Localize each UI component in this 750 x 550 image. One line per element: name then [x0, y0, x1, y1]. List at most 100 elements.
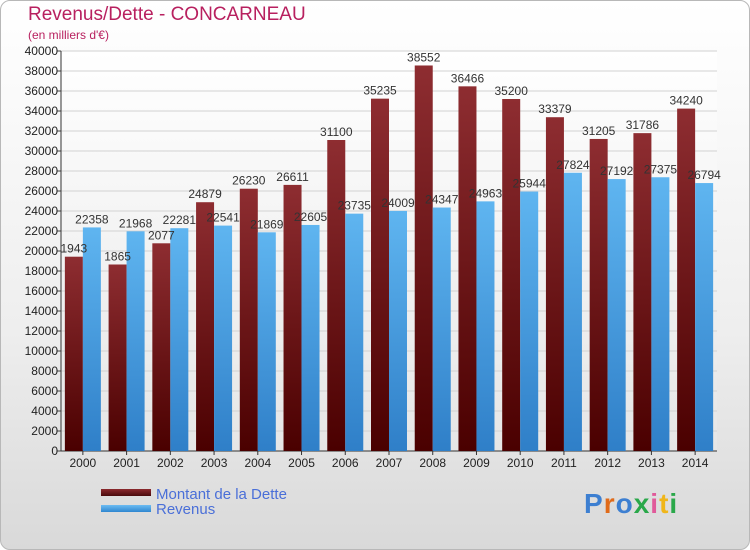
data-label-revenue: 24963	[469, 186, 503, 200]
data-label-revenue: 22358	[75, 212, 109, 226]
logo-letter: P	[584, 488, 604, 519]
y-tick-label: 38000	[25, 64, 59, 78]
x-tick-label: 2014	[682, 456, 709, 470]
y-tick-label: 30000	[25, 144, 59, 158]
bar-debt	[327, 140, 346, 451]
bar-revenue	[82, 227, 101, 451]
data-label-debt: 33379	[538, 102, 572, 116]
y-tick-label: 18000	[25, 264, 59, 278]
y-tick-label: 24000	[25, 204, 59, 218]
y-tick-label: 16000	[25, 284, 59, 298]
data-label-revenue: 24347	[425, 193, 459, 207]
y-tick-label: 12000	[25, 324, 59, 338]
data-label-revenue: 24009	[381, 196, 415, 210]
data-label-debt: 26611	[276, 170, 309, 184]
y-tick-label: 28000	[25, 164, 59, 178]
x-tick-label: 2005	[288, 456, 315, 470]
data-label-debt: 1865	[104, 250, 131, 264]
x-tick-label: 2003	[201, 456, 228, 470]
data-label-debt: 35200	[495, 84, 529, 98]
bar-revenue	[695, 183, 714, 451]
y-tick-label: 34000	[25, 104, 59, 118]
bar-debt	[633, 133, 652, 451]
bar-revenue	[126, 231, 145, 451]
logo-letter: r	[603, 488, 616, 519]
y-tick-label: 0	[51, 444, 58, 458]
legend-swatch-revenue	[101, 505, 151, 512]
data-label-revenue: 27192	[600, 164, 634, 178]
x-tick-label: 2012	[594, 456, 621, 470]
data-label-revenue: 27375	[644, 162, 678, 176]
data-label-debt: 2077	[148, 228, 175, 242]
bar-revenue	[301, 224, 320, 451]
y-tick-label: 2000	[31, 424, 58, 438]
bar-debt	[502, 99, 521, 451]
data-label-debt: 34240	[669, 94, 703, 108]
bar-revenue	[257, 232, 276, 451]
bar-debt	[414, 65, 433, 451]
data-label-revenue: 27824	[556, 158, 590, 172]
data-label-revenue: 21869	[250, 217, 284, 231]
logo-letter: i	[669, 488, 679, 519]
bar-revenue	[651, 177, 670, 451]
data-label-debt: 26230	[232, 174, 266, 188]
bar-revenue	[214, 225, 233, 451]
bar-revenue	[476, 201, 495, 451]
bar-debt	[677, 108, 696, 451]
bar-debt	[239, 188, 258, 451]
logo-letter: o	[615, 488, 634, 519]
chart-title: Revenus/Dette - CONCARNEAU	[28, 4, 306, 25]
bar-revenue	[563, 172, 582, 451]
bar-debt	[458, 86, 477, 451]
data-label-debt: 31100	[320, 125, 353, 139]
y-tick-label: 8000	[31, 364, 58, 378]
bar-debt	[371, 98, 389, 452]
data-label-revenue: 22281	[163, 213, 197, 227]
bar-debt	[589, 138, 608, 451]
x-tick-label: 2008	[419, 456, 446, 470]
bar-debt	[545, 117, 564, 452]
x-tick-label: 2001	[113, 456, 140, 470]
x-tick-label: 2007	[376, 456, 403, 470]
legend-swatch-debt	[101, 489, 151, 496]
data-label-revenue: 21968	[119, 216, 153, 230]
bar-debt	[283, 184, 302, 451]
y-tick-label: 20000	[25, 244, 59, 258]
bar-revenue	[170, 228, 189, 451]
y-tick-label: 6000	[31, 384, 58, 398]
y-tick-label: 26000	[25, 184, 59, 198]
logo-letter: i	[650, 488, 660, 519]
legend-label-debt: Montant de la Dette	[156, 486, 287, 503]
logo-letter: t	[659, 488, 670, 519]
bar-revenue	[607, 179, 626, 451]
legend-label-revenue: Revenus	[156, 501, 216, 518]
data-label-debt: 24879	[188, 187, 222, 201]
y-tick-label: 4000	[31, 404, 58, 418]
bar-revenue	[432, 207, 451, 451]
bar-debt	[64, 256, 83, 451]
bar-revenue	[520, 191, 539, 451]
y-tick-label: 40000	[25, 44, 59, 58]
bar-revenue	[389, 210, 407, 451]
y-tick-label: 22000	[25, 224, 59, 238]
logo-letter: x	[633, 488, 651, 519]
data-label-debt: 31205	[582, 124, 616, 138]
data-label-debt: 36466	[451, 71, 485, 85]
x-tick-label: 2010	[507, 456, 534, 470]
data-label-debt: 1943	[61, 242, 88, 256]
x-tick-label: 2004	[244, 456, 271, 470]
data-label-debt: 35235	[363, 84, 397, 98]
bar-debt	[196, 202, 215, 451]
y-tick-label: 10000	[25, 344, 59, 358]
data-label-debt: 31786	[626, 118, 660, 132]
y-tick-label: 32000	[25, 124, 59, 138]
x-tick-label: 2002	[157, 456, 184, 470]
data-label-revenue: 26794	[687, 168, 721, 182]
bar-debt	[152, 243, 171, 451]
data-label-revenue: 22605	[294, 210, 328, 224]
chart-subtitle: (en milliers d'€)	[28, 28, 109, 42]
x-tick-label: 2006	[332, 456, 359, 470]
y-tick-label: 36000	[25, 84, 59, 98]
